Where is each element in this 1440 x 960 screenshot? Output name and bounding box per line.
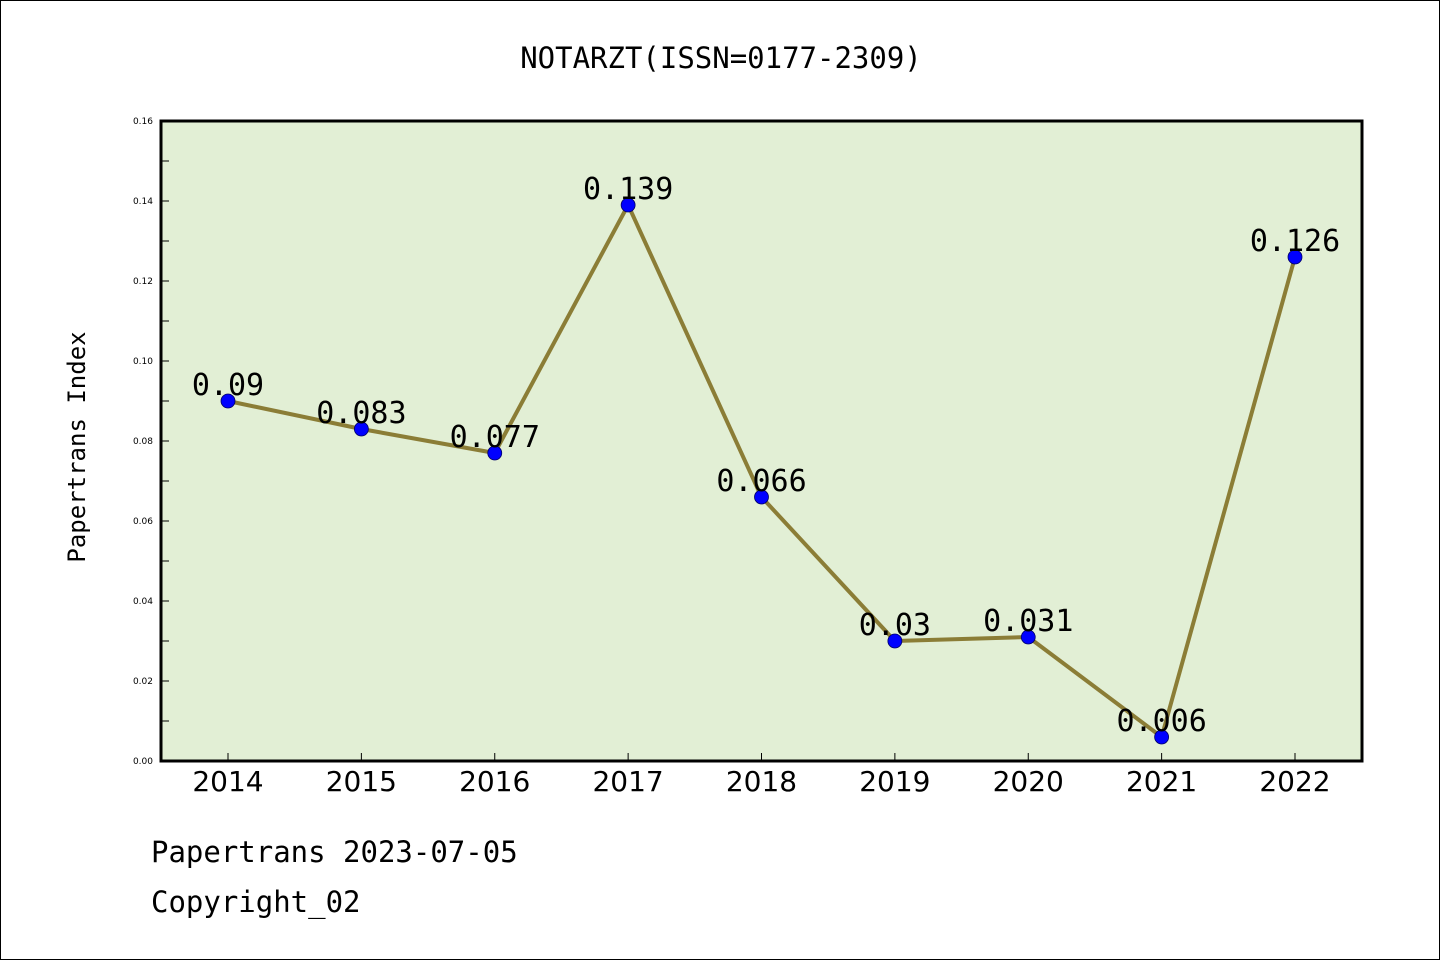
y-tick-label: 0.00 [133, 757, 153, 767]
data-point [220, 393, 236, 409]
data-point [353, 421, 369, 437]
data-label: 0.066 [716, 464, 806, 499]
y-axis: 0.00 0.02 0.04 0.06 0.08 0.10 0.12 0.14 0.16 [133, 117, 169, 767]
footer-copyright-line: Copyright_02 [151, 885, 361, 919]
y-axis-label: Papertrans Index [63, 331, 91, 562]
data-label: 0.09 [192, 368, 264, 403]
y-tick-label: 0.14 [133, 197, 153, 207]
x-tick-label: 2021 [1126, 765, 1197, 798]
y-tick-label: 0.06 [133, 517, 153, 527]
data-point [620, 197, 636, 213]
data-label: 0.083 [316, 396, 406, 431]
series-group: 0.09 0.083 0.077 0.139 0.066 0.03 0.031 0.006 0.… [192, 172, 1340, 745]
x-tick-label: 2022 [1259, 765, 1330, 798]
footer-date-line: Papertrans 2023-07-05 [151, 835, 518, 869]
data-label: 0.126 [1250, 224, 1340, 259]
y-tick-label: 0.08 [133, 437, 153, 447]
y-tick-label: 0.12 [133, 277, 153, 287]
x-tick-label: 2020 [993, 765, 1064, 798]
chart-title: NOTARZT(ISSN=0177-2309) [520, 41, 922, 75]
data-label: 0.139 [583, 172, 673, 207]
data-point [1154, 729, 1170, 745]
data-point [887, 633, 903, 649]
data-label: 0.031 [983, 604, 1073, 639]
x-tick-label: 2014 [192, 765, 263, 798]
data-label: 0.077 [450, 420, 540, 455]
x-tick-label: 2016 [459, 765, 530, 798]
x-axis: 2014 2015 2016 2017 2018 2019 2020 2021 2022 [192, 753, 1331, 798]
data-point [487, 445, 503, 461]
data-label: 0.03 [859, 608, 931, 643]
x-tick-label: 2015 [326, 765, 397, 798]
y-tick-label: 0.04 [133, 597, 153, 607]
data-point [754, 489, 769, 505]
y-tick-label: 0.02 [133, 677, 153, 687]
y-tick-label: 0.10 [133, 357, 153, 367]
data-point [1287, 249, 1303, 265]
y-tick-label: 0.16 [133, 117, 153, 127]
x-tick-label: 2018 [726, 765, 797, 798]
x-tick-label: 2019 [859, 765, 930, 798]
plot-area [159, 119, 1364, 763]
data-point [1020, 629, 1036, 645]
data-label: 0.006 [1116, 704, 1206, 739]
x-tick-label: 2017 [592, 765, 663, 798]
